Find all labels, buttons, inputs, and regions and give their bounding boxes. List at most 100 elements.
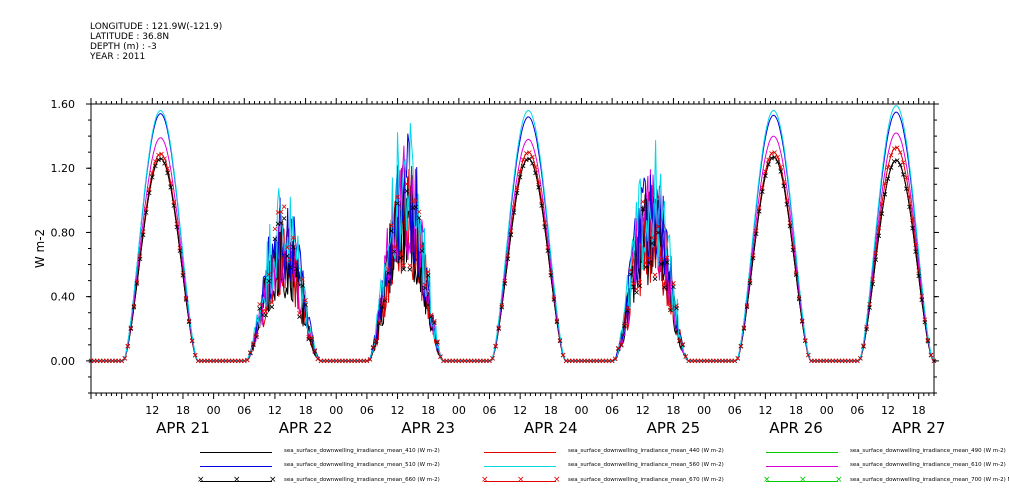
series-marker-670 bbox=[398, 251, 403, 257]
x-hour-label: 12 bbox=[881, 404, 895, 417]
series-marker-670 bbox=[646, 255, 652, 261]
series-marker-670 bbox=[383, 295, 388, 301]
series-marker-670 bbox=[134, 279, 140, 284]
series-marker-660 bbox=[511, 210, 517, 215]
series-marker-660 bbox=[916, 273, 921, 279]
series-marker-670 bbox=[619, 342, 624, 347]
series-marker-670 bbox=[413, 198, 419, 203]
series-marker-670 bbox=[551, 295, 557, 300]
series-marker-660 bbox=[134, 281, 140, 286]
series-marker-660 bbox=[425, 273, 431, 278]
series-marker-660 bbox=[622, 323, 627, 329]
x-hour-label: 18 bbox=[666, 404, 680, 417]
series-marker-670 bbox=[137, 254, 143, 259]
series-marker-670 bbox=[928, 352, 934, 358]
series-marker-670 bbox=[793, 270, 799, 275]
series-marker-670 bbox=[496, 325, 501, 330]
series-marker-670 bbox=[312, 348, 318, 353]
series-marker-670 bbox=[499, 303, 505, 308]
series-marker-670 bbox=[766, 157, 771, 163]
series-marker-660 bbox=[435, 340, 440, 345]
series-marker-670 bbox=[778, 164, 784, 170]
series-marker-670 bbox=[668, 305, 673, 310]
series-marker-670 bbox=[539, 198, 544, 203]
series-marker-660 bbox=[799, 319, 805, 324]
series-marker-670 bbox=[530, 154, 535, 160]
series-marker-660 bbox=[628, 272, 633, 277]
series-marker-670 bbox=[799, 318, 805, 323]
series-marker-670 bbox=[643, 260, 649, 266]
series-marker-660 bbox=[775, 159, 780, 165]
x-hour-label: 00 bbox=[697, 404, 711, 417]
series-marker-660 bbox=[251, 342, 256, 348]
series-marker-670 bbox=[438, 354, 443, 359]
series-marker-670 bbox=[919, 293, 925, 299]
series-marker-660 bbox=[643, 264, 649, 270]
series-marker-670 bbox=[756, 205, 762, 211]
series-marker-660 bbox=[879, 211, 885, 216]
series-marker-660 bbox=[870, 281, 875, 287]
series-marker-670 bbox=[879, 201, 885, 207]
series-marker-660 bbox=[744, 304, 750, 310]
series-marker-660 bbox=[128, 326, 134, 331]
series-marker-670 bbox=[661, 281, 667, 287]
series-marker-660 bbox=[652, 276, 658, 282]
series-marker-660 bbox=[413, 204, 419, 210]
series-marker-670 bbox=[769, 151, 774, 156]
series-marker-670 bbox=[680, 342, 685, 347]
series-marker-670 bbox=[536, 179, 541, 185]
series-marker-660 bbox=[861, 344, 866, 349]
series-marker-670 bbox=[131, 303, 137, 309]
y-axis-label: W m-2 bbox=[33, 229, 47, 268]
series-marker-670 bbox=[649, 235, 655, 241]
series-marker-670 bbox=[153, 159, 158, 164]
series-marker-670 bbox=[376, 319, 382, 325]
x-hour-label: 06 bbox=[360, 404, 374, 417]
series-marker-660 bbox=[165, 170, 170, 176]
series-marker-660 bbox=[882, 192, 888, 197]
series-marker-660 bbox=[272, 236, 278, 242]
series-marker-670 bbox=[753, 228, 759, 234]
series-marker-660 bbox=[312, 349, 318, 354]
series-marker-660 bbox=[278, 220, 284, 226]
x-hour-label: 06 bbox=[483, 404, 497, 417]
series-marker-670 bbox=[858, 355, 863, 361]
x-hour-label: 18 bbox=[544, 404, 558, 417]
series-marker-670 bbox=[297, 310, 302, 316]
series-marker-670 bbox=[395, 194, 400, 200]
series-marker-670 bbox=[775, 154, 780, 160]
series-marker-670 bbox=[750, 253, 756, 258]
series-marker-660 bbox=[520, 163, 526, 169]
series-marker-670 bbox=[128, 325, 134, 331]
series-marker-670 bbox=[904, 175, 909, 180]
series-marker-670 bbox=[527, 150, 532, 155]
series-marker-670 bbox=[493, 343, 498, 349]
series-marker-660 bbox=[401, 266, 406, 272]
series-marker-670 bbox=[407, 263, 413, 268]
series-marker-670 bbox=[741, 325, 747, 330]
series-marker-670 bbox=[806, 352, 811, 358]
series-marker-660 bbox=[389, 228, 394, 234]
x-hour-label: 00 bbox=[574, 404, 588, 417]
series-marker-670 bbox=[557, 338, 563, 343]
y-tick-label: 0.80 bbox=[51, 226, 76, 239]
series-marker-660 bbox=[864, 326, 869, 332]
series-marker-670 bbox=[747, 278, 753, 284]
series-marker-670 bbox=[291, 235, 296, 241]
series-marker-660 bbox=[398, 255, 403, 261]
series-marker-670 bbox=[907, 194, 912, 200]
series-marker-660 bbox=[294, 266, 299, 272]
x-day-label: APR 21 bbox=[156, 419, 210, 437]
series-marker-670 bbox=[309, 335, 314, 340]
series-marker-670 bbox=[122, 356, 128, 361]
series-marker-670 bbox=[625, 305, 630, 311]
series-marker-670 bbox=[422, 282, 428, 288]
series-marker-670 bbox=[140, 229, 146, 235]
series-marker-660 bbox=[545, 248, 551, 254]
series-marker-660 bbox=[631, 284, 636, 290]
series-marker-660 bbox=[514, 190, 520, 196]
series-marker-670 bbox=[287, 257, 293, 263]
x-hour-label: 12 bbox=[145, 404, 159, 417]
series-marker-660 bbox=[661, 285, 667, 290]
series-marker-670 bbox=[364, 358, 370, 364]
